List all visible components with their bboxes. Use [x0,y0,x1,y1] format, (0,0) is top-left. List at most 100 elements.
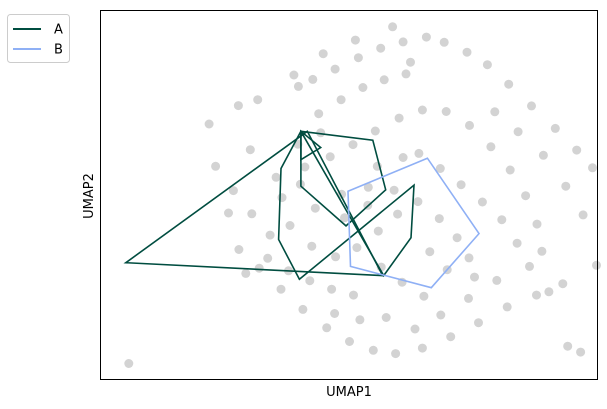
background-point [348,140,358,150]
background-point [234,245,244,254]
background-point [482,60,492,70]
background-point [563,341,573,351]
background-point [417,343,427,353]
background-point [353,53,363,63]
background-point [532,290,541,300]
background-point [578,210,588,220]
background-point [327,284,337,294]
background-point [421,32,431,42]
background-point [513,127,523,137]
background-point [436,310,446,320]
background-point [300,162,310,172]
background-point [318,49,328,59]
x-axis-title: UMAP1 [326,385,372,400]
background-point [355,315,365,325]
background-point [505,165,515,175]
background-point [310,203,320,213]
background-point [441,107,451,116]
background-point [325,152,335,162]
background-point [389,185,399,195]
background-point [233,101,243,111]
background-point [349,290,358,300]
background-point [538,150,548,160]
background-point [340,213,349,223]
background-point [124,359,134,368]
background-point [224,208,233,218]
background-point [490,107,500,117]
background-point [394,113,404,123]
background-point [572,145,582,155]
legend-label-b: B [54,43,63,58]
series-a-polygon [123,130,385,277]
background-point [363,182,373,192]
background-point [388,22,398,32]
background-point [368,345,378,355]
background-point [305,276,315,286]
background-point [477,197,487,207]
background-point [504,79,514,89]
background-point [401,69,411,79]
background-point [398,153,408,162]
background-point [314,109,324,119]
background-point [379,75,389,85]
background-point [470,272,479,282]
background-point [435,164,445,173]
background-point [502,302,512,312]
background-point [204,119,214,129]
background-point [410,324,420,334]
background-point [293,81,303,91]
background-point [532,219,542,229]
background-point [492,275,502,285]
background-point [434,214,444,224]
background-point [550,123,560,133]
background-point [456,180,466,190]
series-a-polygon [277,129,415,281]
background-point [465,120,474,130]
background-point [391,349,401,359]
plot-frame [100,10,598,380]
background-point [512,238,522,248]
background-point [414,148,424,158]
background-point [373,226,383,236]
background-point [417,105,427,115]
background-point [211,161,221,171]
background-point [352,243,362,253]
background-point [413,197,423,207]
background-point [446,332,456,342]
background-point [425,247,435,257]
background-point [247,209,257,219]
background-point [544,287,554,297]
background-point [464,253,474,263]
background-point [576,347,586,357]
background-point [285,221,295,230]
background-point [376,43,386,53]
background-point [521,191,531,201]
background-point [525,261,534,271]
background-points-layer [124,22,601,368]
background-point [398,37,408,47]
background-point [228,186,238,196]
legend-label-a: A [54,23,63,38]
background-point [345,337,354,346]
background-point [588,163,597,173]
background-point [464,293,473,303]
background-point [406,57,415,67]
background-point [527,101,536,111]
background-point [307,241,317,251]
background-point [330,64,340,74]
background-point [298,304,308,314]
background-point [381,313,391,322]
background-point [245,145,255,155]
background-point [452,233,462,243]
background-point [419,291,429,301]
legend: A B [7,14,70,63]
background-point [558,279,568,289]
background-point [592,260,601,270]
background-point [265,230,275,240]
background-point [308,74,318,84]
background-point [331,252,341,262]
background-point [263,253,273,263]
background-point [497,215,507,225]
series-a-polygon [300,130,387,227]
